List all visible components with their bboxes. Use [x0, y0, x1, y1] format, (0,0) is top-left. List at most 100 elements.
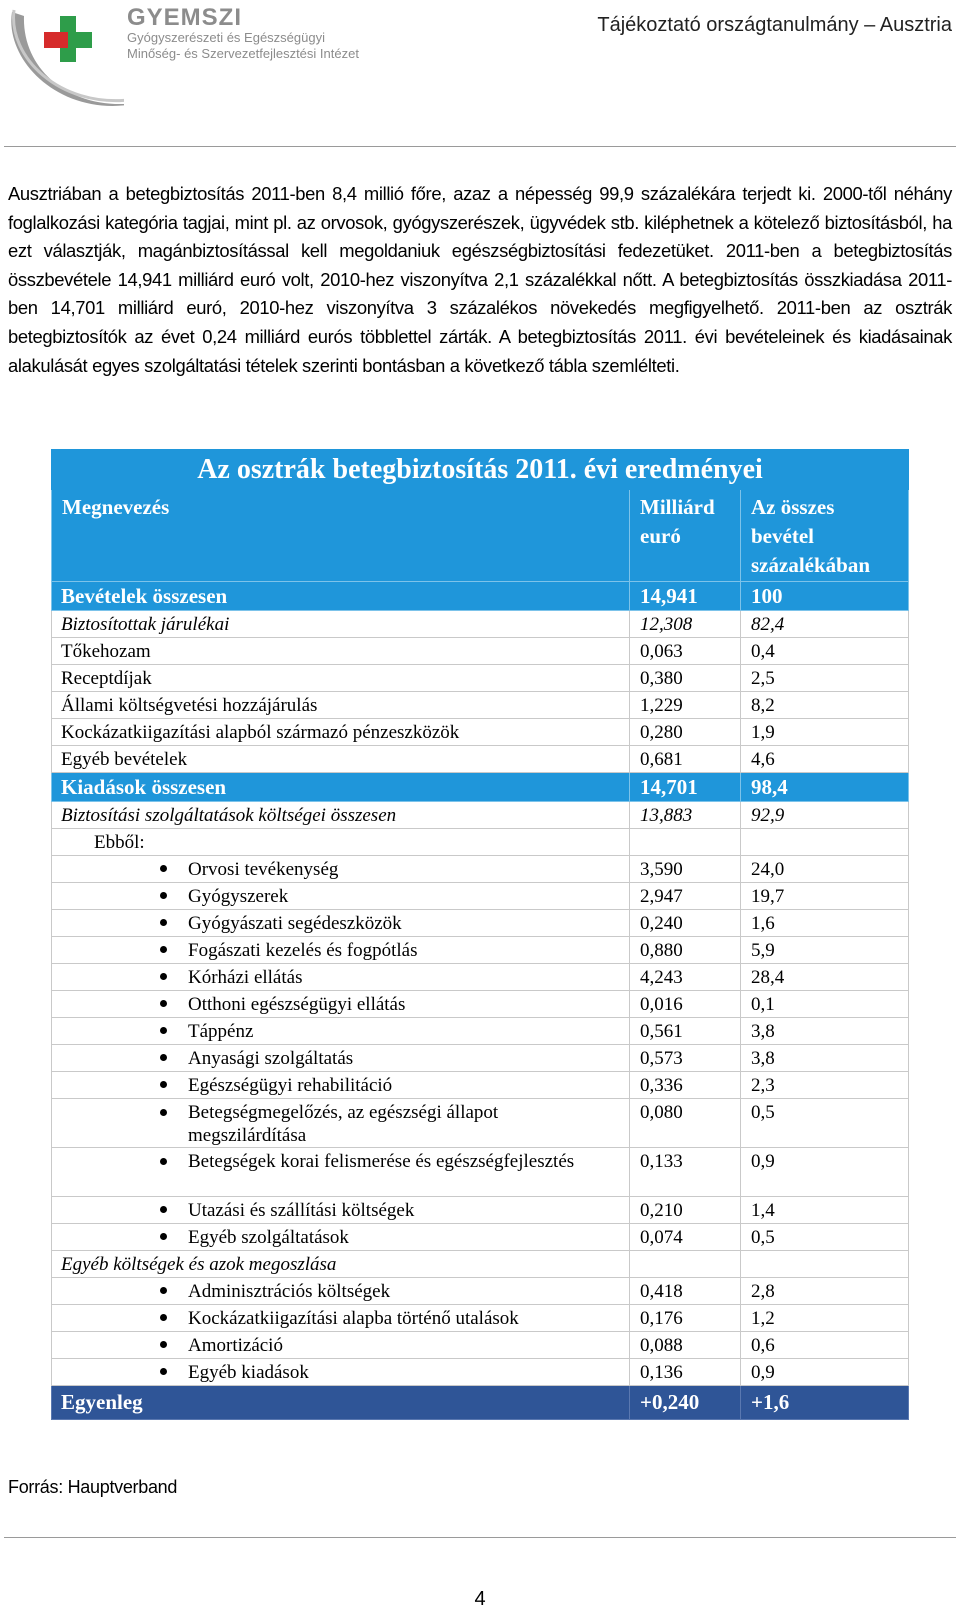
- label-text: Egyéb szolgáltatások: [188, 1226, 349, 1248]
- share-cell: 8,2: [740, 691, 909, 719]
- table-row: Kiadások összesen 14,701 98,4: [51, 772, 909, 802]
- value-cell: 4,243: [629, 963, 741, 991]
- value-cell: 0,418: [629, 1277, 741, 1305]
- bullet: [160, 1206, 167, 1213]
- table-title: Az osztrák betegbiztosítás 2011. évi ere…: [51, 449, 909, 490]
- bullet: [160, 1233, 167, 1240]
- bullet: [160, 1314, 167, 1321]
- table-row: Adminisztrációs költségek 0,418 2,8: [51, 1277, 909, 1305]
- bullet: [160, 1341, 167, 1348]
- row-label: Állami költségvetési hozzájárulás: [51, 691, 630, 719]
- value-cell: 13,883: [629, 801, 741, 829]
- org-line: Minőség- és Szervezetfejlesztési Intézet: [127, 46, 359, 61]
- table-row: Egyéb kiadások 0,136 0,9: [51, 1358, 909, 1386]
- share-cell: 2,3: [740, 1071, 909, 1099]
- share-cell: 28,4: [740, 963, 909, 991]
- source-note: Forrás: Hauptverband: [8, 1477, 178, 1497]
- header-rule: [4, 146, 956, 147]
- value-cell: 0,133: [629, 1147, 741, 1197]
- value-cell: [629, 828, 741, 856]
- value-cell: 0,561: [629, 1017, 741, 1045]
- share-cell: 92,9: [740, 801, 909, 829]
- table-row: Utazási és szállítási költségek 0,210 1,4: [51, 1196, 909, 1224]
- label-text: Amortizáció: [188, 1334, 283, 1356]
- row-label: Fogászati kezelés és fogpótlás: [51, 936, 630, 964]
- row-label: Bevételek összesen: [51, 581, 630, 611]
- label-text: Biztosítási szolgáltatások költségei öss…: [61, 804, 397, 826]
- bullet: [160, 1054, 167, 1061]
- label-text: Receptdíjak: [61, 667, 152, 689]
- table-row: Biztosítottak járulékai 12,308 82,4: [51, 610, 909, 638]
- share-cell: 2,5: [740, 664, 909, 692]
- share-cell: 0,6: [740, 1331, 909, 1359]
- row-label: Orvosi tevékenység: [51, 855, 630, 883]
- label-text: Anyasági szolgáltatás: [188, 1047, 354, 1069]
- share-cell: [740, 1250, 909, 1278]
- label-text: Betegségek korai felismerése és egészség…: [188, 1151, 575, 1172]
- table-row: Fogászati kezelés és fogpótlás 0,880 5,9: [51, 936, 909, 964]
- value-cell: 0,136: [629, 1358, 741, 1386]
- paragraph: Ausztriában a betegbiztosítás 2011-ben 8…: [8, 183, 952, 376]
- value-cell: 0,210: [629, 1196, 741, 1224]
- column-header: Milliárd euró: [629, 489, 741, 582]
- logo-cross-red: [44, 32, 68, 48]
- share-cell: 5,9: [740, 936, 909, 964]
- row-label: Gyógyászati segédeszközök: [51, 909, 630, 937]
- row-label: Egyéb kiadások: [51, 1358, 630, 1386]
- label-text: Kórházi ellátás: [188, 966, 303, 988]
- share-cell: 1,6: [740, 909, 909, 937]
- table-row: Kockázatkiigazítási alapból származó pén…: [51, 718, 909, 746]
- row-label: Egyenleg: [51, 1385, 630, 1420]
- value-cell: 0,080: [629, 1098, 741, 1148]
- column-header: Megnevezés: [51, 489, 630, 582]
- label-text: Egyéb költségek és azok megoszlása: [61, 1253, 337, 1275]
- table-row: Bevételek összesen 14,941 100: [51, 581, 909, 611]
- share-cell: 2,8: [740, 1277, 909, 1305]
- label-text: Ebből:: [94, 831, 145, 853]
- table-row: Állami költségvetési hozzájárulás 1,229 8,…: [51, 691, 909, 719]
- row-label: Ebből:: [51, 828, 630, 856]
- share-cell: 3,8: [740, 1017, 909, 1045]
- bullet: [160, 1287, 167, 1294]
- value-cell: 0,240: [629, 909, 741, 937]
- row-label: Receptdíjak: [51, 664, 630, 692]
- label-text: Egyenleg: [61, 1390, 143, 1414]
- bullet: [160, 919, 167, 926]
- label-text: Táppénz: [188, 1020, 254, 1042]
- row-label: Egyéb bevételek: [51, 745, 630, 773]
- share-cell: 3,8: [740, 1044, 909, 1072]
- value-cell: 0,074: [629, 1223, 741, 1251]
- label-text: Egyéb bevételek: [61, 748, 188, 770]
- share-cell: 1,2: [740, 1304, 909, 1332]
- value-cell: 14,701: [629, 772, 741, 802]
- row-label: Egyéb költségek és azok megoszlása: [51, 1250, 630, 1278]
- row-label: Gyógyszerek: [51, 882, 630, 910]
- value-cell: 0,088: [629, 1331, 741, 1359]
- share-cell: 82,4: [740, 610, 909, 638]
- table-row: Otthoni egészségügyi ellátás 0,016 0,1: [51, 990, 909, 1018]
- bullet: [160, 946, 167, 953]
- share-cell: 19,7: [740, 882, 909, 910]
- row-label: Anyasági szolgáltatás: [51, 1044, 630, 1072]
- org-name: GYEMSZI: [127, 4, 243, 31]
- table-row: Egészségügyi rehabilitáció 0,336 2,3: [51, 1071, 909, 1099]
- share-cell: 98,4: [740, 772, 909, 802]
- row-label: Kiadások összesen: [51, 772, 630, 802]
- value-cell: +0,240: [629, 1385, 741, 1420]
- label-text: Állami költségvetési hozzájárulás: [61, 694, 318, 716]
- table-row: Egyéb költségek és azok megoszlása: [51, 1250, 909, 1278]
- row-label: Biztosítási szolgáltatások költségei öss…: [51, 801, 630, 829]
- row-label: Otthoni egészségügyi ellátás: [51, 990, 630, 1018]
- share-cell: 0,9: [740, 1147, 909, 1197]
- row-label: Kórházi ellátás: [51, 963, 630, 991]
- share-cell: 0,4: [740, 637, 909, 665]
- table-row: Biztosítási szolgáltatások költségei öss…: [51, 801, 909, 829]
- row-label: Egyéb szolgáltatások: [51, 1223, 630, 1251]
- label-text: Gyógyszerek: [188, 885, 289, 907]
- label-text: Fogászati kezelés és fogpótlás: [188, 939, 418, 961]
- share-cell: 100: [740, 581, 909, 611]
- label-text: Kockázatkiigazítási alapból származó pén…: [61, 721, 460, 743]
- bullet: [160, 1081, 167, 1088]
- bullet: [160, 1027, 167, 1034]
- row-label: Betegségek korai felismerése és egészség…: [51, 1147, 630, 1197]
